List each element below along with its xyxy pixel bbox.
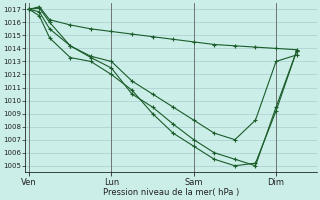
X-axis label: Pression niveau de la mer( hPa ): Pression niveau de la mer( hPa ): [103, 188, 239, 197]
